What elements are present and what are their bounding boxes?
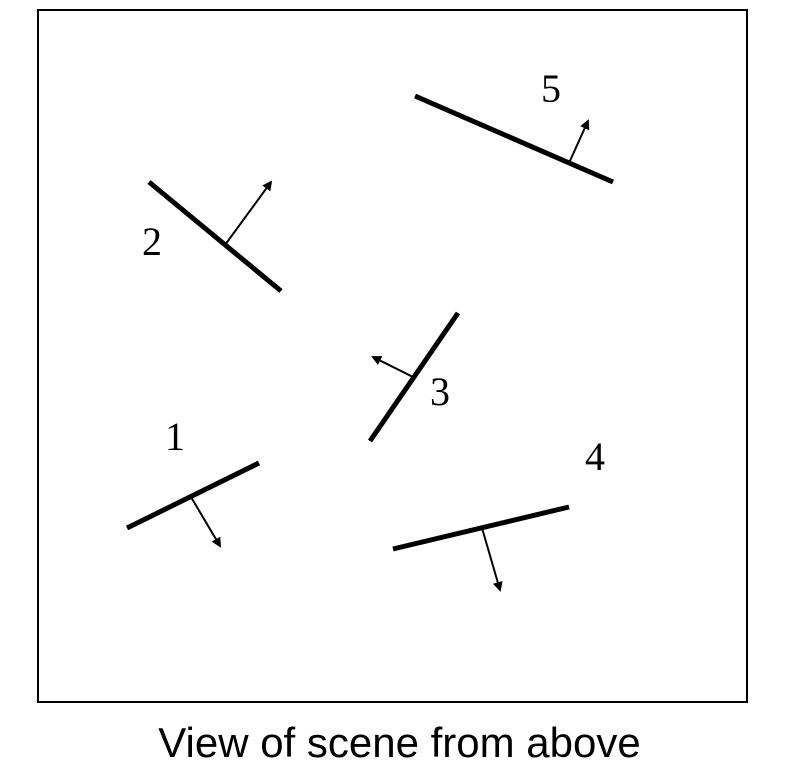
segment-4: 4 <box>392 434 605 592</box>
segment-5-label: 5 <box>541 66 561 111</box>
segment-4-normal-arrow <box>481 527 503 592</box>
segment-3-normal-arrow <box>371 356 414 378</box>
segment-3-line <box>367 311 461 443</box>
scene-frame <box>37 9 748 703</box>
segment-1-normal-arrow <box>190 496 222 548</box>
segment-5: 5 <box>414 66 614 185</box>
segment-5-line <box>414 93 614 185</box>
segment-2: 2 <box>142 180 283 293</box>
segment-3: 3 <box>367 311 461 443</box>
segment-2-line <box>147 180 283 293</box>
segment-2-label: 2 <box>142 219 162 264</box>
segment-1-label: 1 <box>165 414 185 459</box>
segment-5-normal-arrow <box>568 119 590 164</box>
diagram-caption: View of scene from above <box>158 719 641 766</box>
segment-4-label: 4 <box>585 434 605 479</box>
segment-1: 1 <box>125 414 261 548</box>
segment-2-normal-arrow <box>224 180 273 246</box>
scene-diagram: 1 2 3 4 5 <box>37 9 748 703</box>
segment-4-line <box>392 504 570 552</box>
segment-1-line <box>125 460 261 531</box>
segment-3-label: 3 <box>430 369 450 414</box>
